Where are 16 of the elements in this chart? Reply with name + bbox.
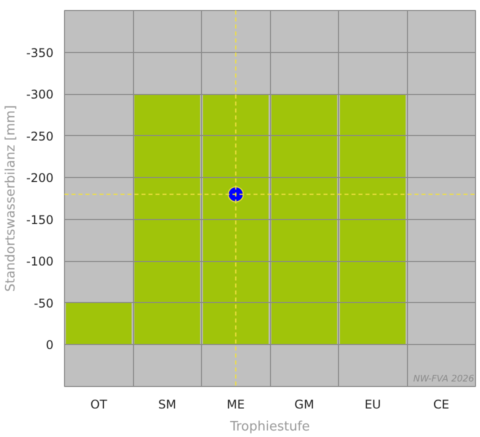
x-tick-label: CE xyxy=(433,398,450,412)
y-tick-label: -100 xyxy=(26,254,54,269)
x-tick-label: ME xyxy=(226,398,245,412)
y-tick-label: -250 xyxy=(26,129,54,144)
y-tick-label: -350 xyxy=(26,46,54,60)
x-tick-label: EU xyxy=(364,398,381,412)
x-axis-title: Trophiestufe xyxy=(229,420,310,434)
y-tick-label: -200 xyxy=(26,171,54,186)
y-tick-label: -150 xyxy=(26,212,54,227)
x-tick-label: SM xyxy=(158,398,176,412)
y-axis-title: Standortswasserbilanz [mm] xyxy=(3,105,18,292)
y-tick-label: -300 xyxy=(26,88,54,102)
y-tick-label: 0 xyxy=(46,338,54,352)
x-tick-label: GM xyxy=(294,398,314,412)
y-tick-label: -50 xyxy=(34,296,54,310)
x-tick-label: OT xyxy=(90,398,108,412)
